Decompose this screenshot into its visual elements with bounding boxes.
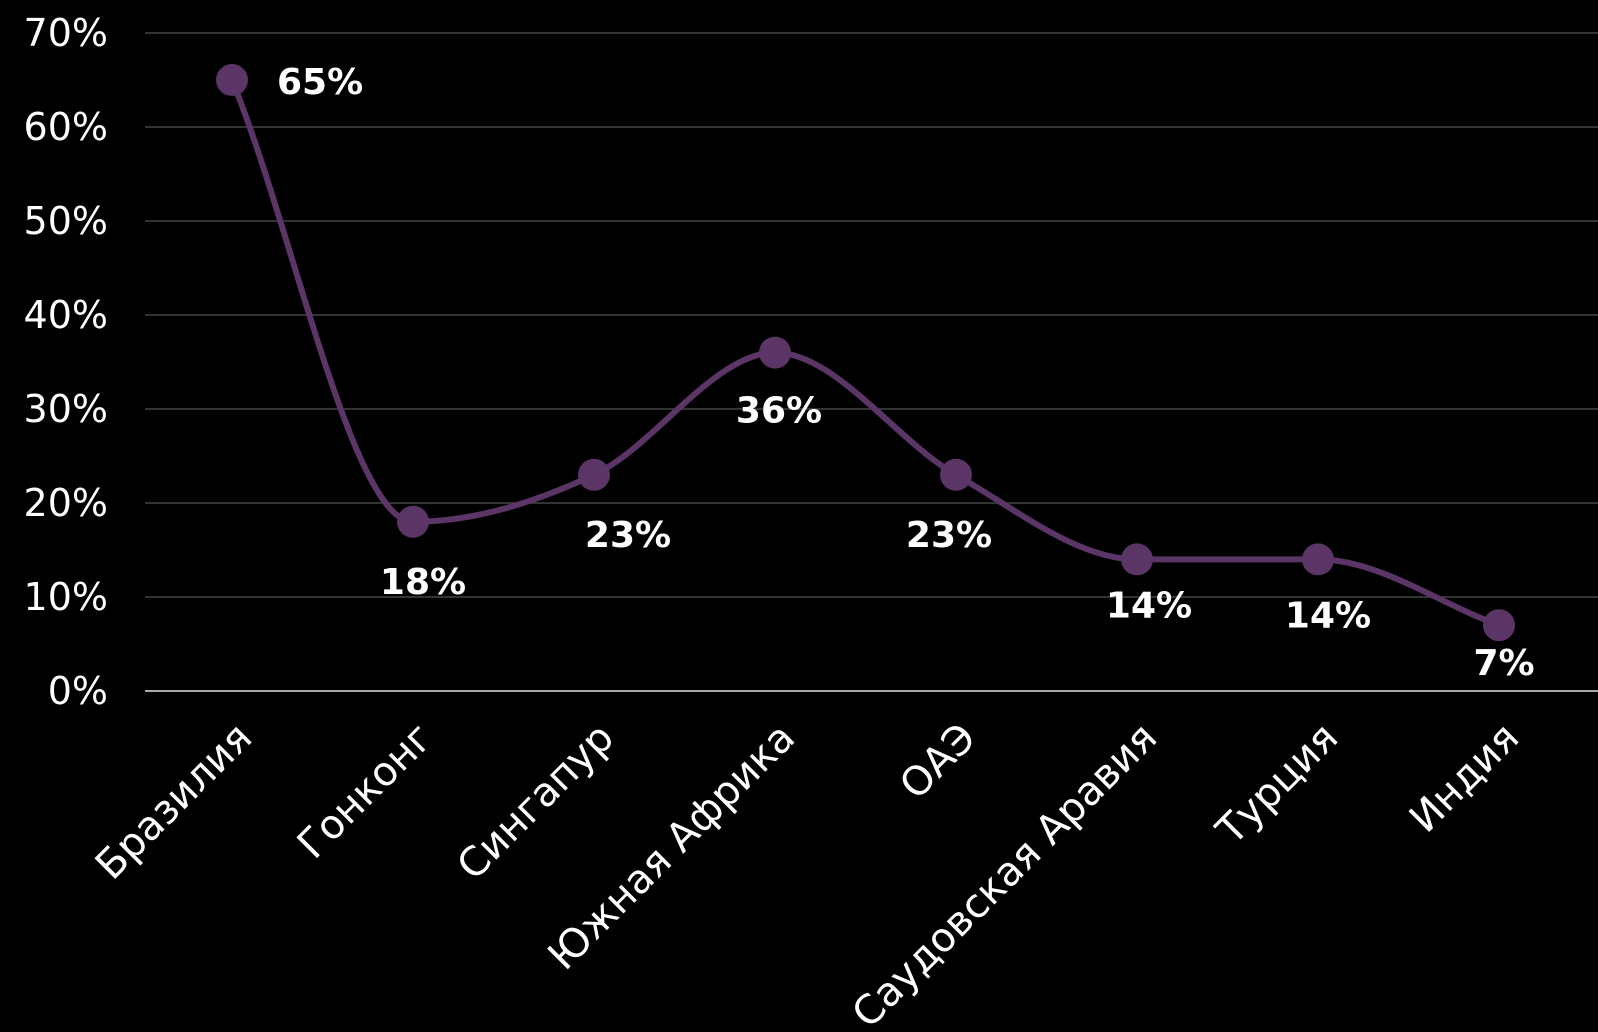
x-category-label: Индия — [1401, 715, 1528, 842]
y-tick-label: 30% — [24, 387, 108, 431]
data-labels: 65% 18% 23% 36% 23% 14% 14% 7% — [277, 62, 1535, 684]
y-tick-label: 50% — [24, 199, 108, 243]
data-point — [1483, 609, 1515, 642]
y-axis-tick-labels: 0% 10% 20% 30% 40% 50% 60% 70% — [24, 11, 108, 713]
data-point — [578, 458, 610, 491]
data-label: 36% — [736, 391, 822, 432]
data-label: 7% — [1473, 643, 1534, 684]
data-point — [397, 505, 429, 538]
data-label: 18% — [380, 562, 466, 603]
grid-lines — [145, 32, 1598, 692]
y-tick-label: 40% — [24, 293, 108, 337]
data-point — [1121, 543, 1153, 576]
data-label: 23% — [585, 515, 671, 556]
y-tick-label: 20% — [24, 481, 108, 525]
x-category-label: Гонконг — [289, 715, 442, 868]
y-tick-label: 60% — [24, 105, 108, 149]
data-label: 65% — [277, 62, 363, 103]
x-category-label: Сингапур — [449, 715, 624, 890]
series-line — [229, 77, 1502, 629]
x-category-label: Турция — [1207, 715, 1347, 855]
data-label: 14% — [1106, 585, 1192, 626]
data-point — [216, 64, 248, 96]
x-category-label: ОАЭ — [891, 715, 985, 809]
data-point — [759, 336, 791, 369]
data-label: 23% — [906, 515, 992, 556]
y-tick-label: 70% — [24, 11, 108, 55]
data-points — [216, 64, 1515, 642]
y-tick-label: 0% — [48, 669, 108, 713]
x-category-label: Саудовская Аравия — [844, 715, 1167, 1032]
data-label: 14% — [1285, 595, 1371, 636]
y-tick-label: 10% — [24, 575, 108, 619]
data-point — [940, 458, 972, 491]
data-point — [1302, 543, 1334, 576]
x-category-label: Бразилия — [87, 715, 261, 889]
series-line-layer — [229, 77, 1502, 629]
